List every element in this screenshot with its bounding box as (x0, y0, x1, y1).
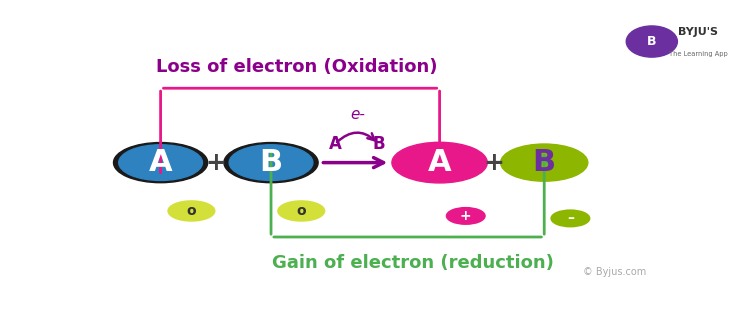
Text: BYJU'S: BYJU'S (678, 27, 718, 37)
Text: B: B (532, 148, 556, 177)
Text: o: o (296, 204, 306, 218)
Text: A: A (427, 148, 451, 177)
Circle shape (224, 143, 318, 183)
Circle shape (230, 145, 313, 180)
Text: B: B (647, 35, 656, 48)
Text: A: A (148, 148, 172, 177)
Text: © Byjus.com: © Byjus.com (583, 267, 646, 277)
Text: e-: e- (351, 107, 366, 122)
Circle shape (551, 210, 590, 227)
Circle shape (626, 26, 677, 57)
Text: +: + (206, 151, 226, 175)
Circle shape (392, 142, 488, 183)
Circle shape (113, 143, 208, 183)
Circle shape (446, 208, 485, 224)
Text: +: + (460, 209, 472, 223)
Text: Loss of electron (Oxidation): Loss of electron (Oxidation) (157, 58, 438, 76)
Text: B: B (260, 148, 283, 177)
Circle shape (278, 201, 325, 221)
Text: o: o (187, 204, 196, 218)
Text: B: B (372, 135, 385, 153)
Circle shape (501, 144, 588, 181)
Text: –: – (567, 212, 574, 225)
FancyArrowPatch shape (337, 133, 374, 142)
Text: The Learning App: The Learning App (669, 51, 728, 57)
Circle shape (168, 201, 214, 221)
Circle shape (118, 145, 202, 180)
Text: +: + (483, 151, 504, 175)
FancyBboxPatch shape (622, 7, 747, 83)
Text: Gain of electron (reduction): Gain of electron (reduction) (272, 254, 554, 272)
Text: A: A (328, 135, 341, 153)
